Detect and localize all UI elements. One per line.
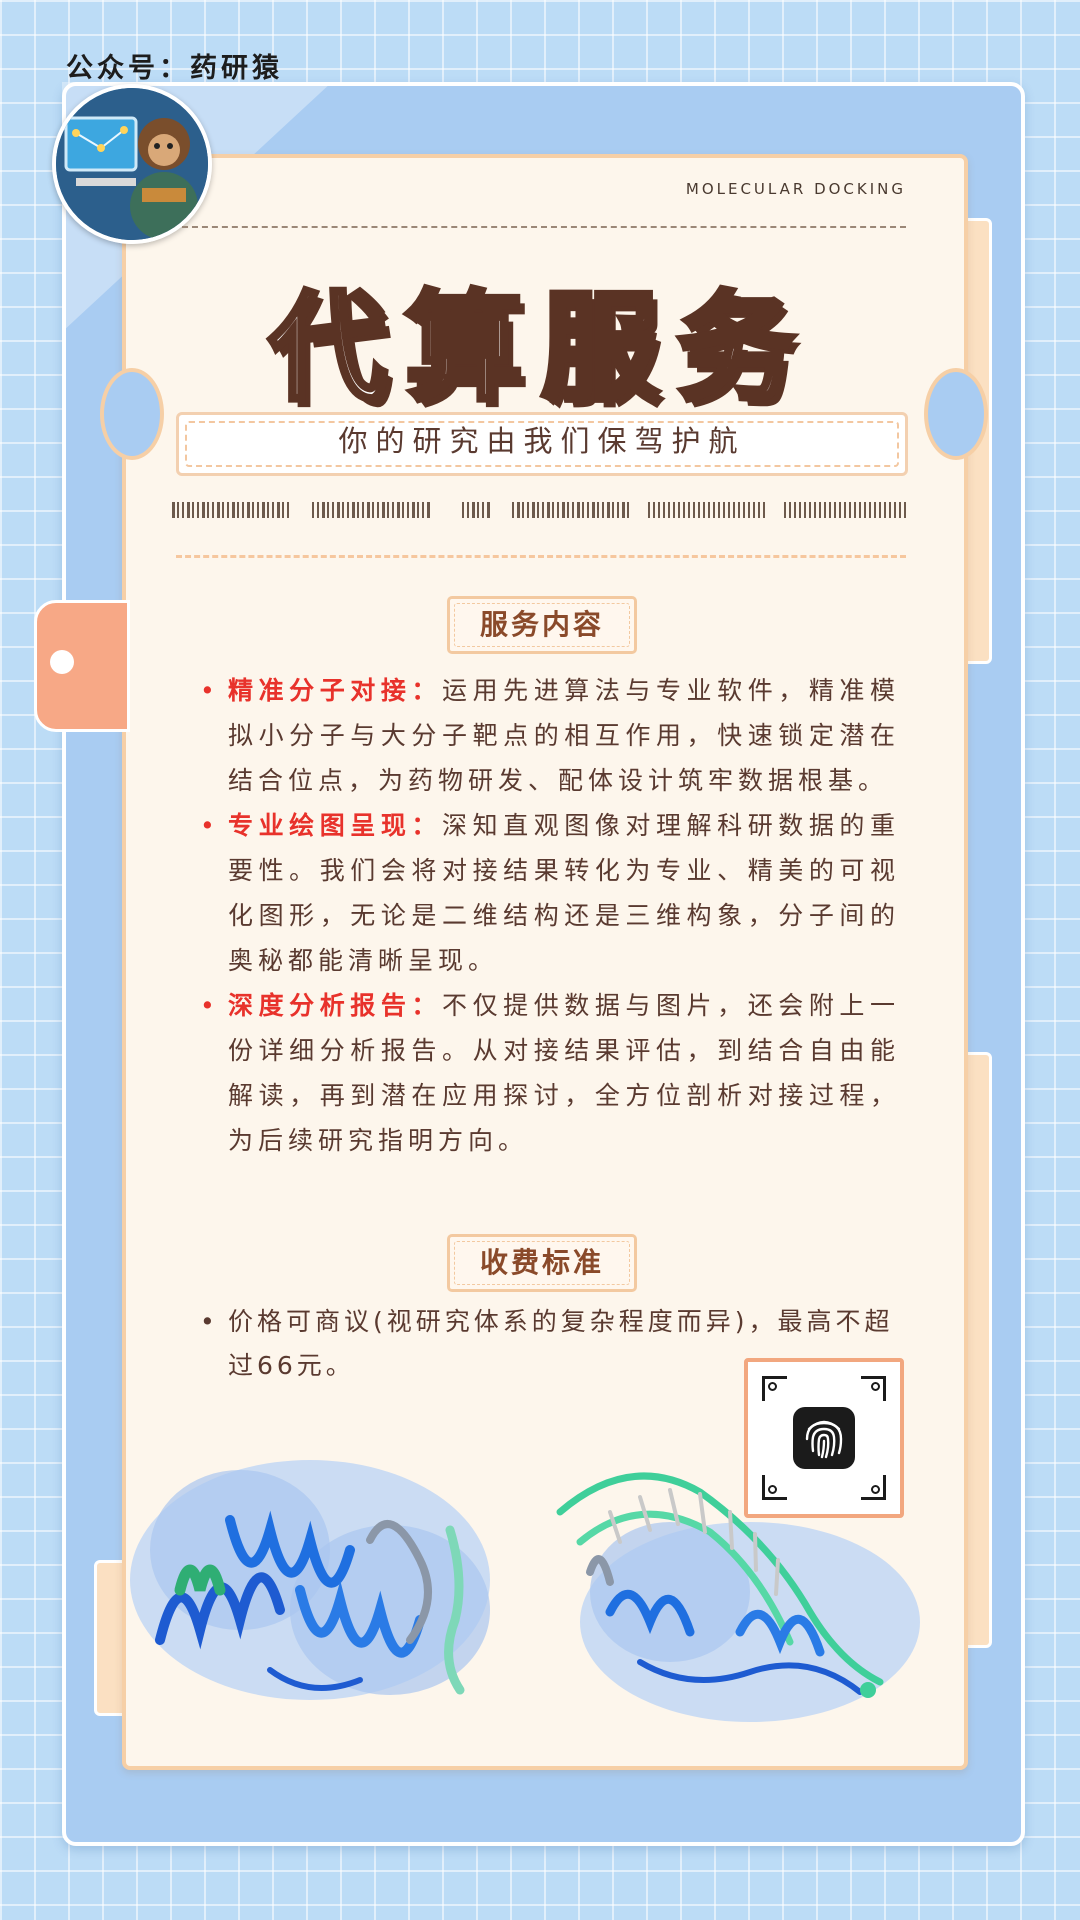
subtitle-english: MOLECULAR DOCKING	[685, 180, 906, 198]
slogan-frame	[176, 412, 908, 476]
bullet-icon: •	[200, 1307, 219, 1336]
service-label-drawing: 专业绘图呈现：	[228, 811, 442, 840]
orange-dashed-divider	[176, 555, 906, 558]
fingerprint-qr-icon[interactable]	[744, 1358, 904, 1518]
service-text-report: 不仅提供数据与图片，还会附上一份详细分析报告。从对接结果评估，到结合自由能解读，…	[228, 991, 900, 1155]
bullet-icon: •	[200, 991, 220, 1020]
service-item-report: • 深度分析报告：不仅提供数据与图片，还会附上一份详细分析报告。从对接结果评估，到…	[196, 983, 900, 1163]
side-tag-hole	[50, 650, 74, 674]
pricing-list: • 价格可商议(视研究体系的复杂程度而异)，最高不超过66元。	[196, 1300, 900, 1388]
service-text-docking: 运用先进算法与专业软件，精准模拟小分子与大分子靶点的相互作用，快速锁定潜在结合位…	[228, 676, 900, 795]
protein-helix-illustration	[130, 1460, 490, 1700]
left-notch	[100, 368, 164, 460]
service-item-docking: • 精准分子对接：运用先进算法与专业软件，精准模拟小分子与大分子靶点的相互作用，快…	[196, 668, 900, 803]
service-item-drawing: • 专业绘图呈现：深知直观图像对理解科研数据的重要性。我们会将对接结果转化为专业、…	[196, 803, 900, 983]
fingerprint-icon	[793, 1407, 855, 1469]
bullet-icon: •	[200, 676, 220, 705]
right-notch	[924, 368, 988, 460]
service-label-report: 深度分析报告：	[228, 991, 442, 1020]
barcode-decoration	[172, 502, 906, 518]
pricing-section-title: 收费标准	[447, 1234, 637, 1292]
slogan-text: 你的研究由我们保驾护航	[338, 424, 746, 458]
bullet-icon: •	[200, 811, 220, 840]
protein-dna-illustration	[556, 1472, 920, 1722]
service-list: • 精准分子对接：运用先进算法与专业软件，精准模拟小分子与大分子靶点的相互作用，快…	[196, 668, 900, 1163]
top-dashed-divider	[182, 226, 906, 228]
side-tag	[34, 600, 130, 732]
account-label: 公众号：药研猿	[66, 53, 283, 84]
monkey-scientist-avatar	[52, 84, 212, 244]
pricing-item: • 价格可商议(视研究体系的复杂程度而异)，最高不超过66元。	[196, 1300, 900, 1388]
page-title: 代算服务	[266, 277, 813, 420]
service-label-docking: 精准分子对接：	[228, 676, 442, 705]
service-section-title: 服务内容	[447, 596, 637, 654]
service-text-drawing: 深知直观图像对理解科研数据的重要性。我们会将对接结果转化为专业、精美的可视化图形…	[228, 811, 900, 975]
pricing-text: 价格可商议(视研究体系的复杂程度而异)，最高不超过66元。	[228, 1307, 894, 1380]
